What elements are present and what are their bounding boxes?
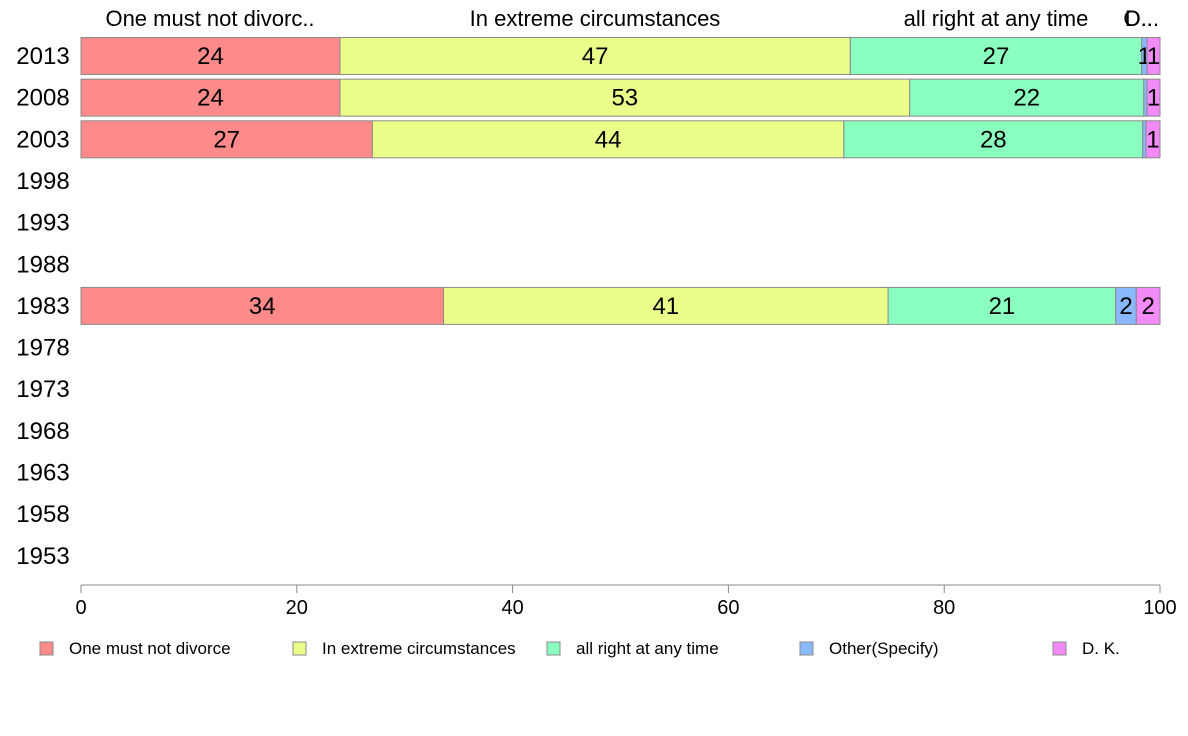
data-label-1983-all-right-at-any-time: 21 <box>989 293 1016 320</box>
data-label-2003-all-right-at-any-time: 28 <box>980 126 1007 153</box>
legend-swatch-all-right-at-any-time <box>546 641 561 656</box>
data-label-2003-in-extreme-circumstances: 44 <box>595 126 622 153</box>
bar-2013-all-right-at-any-time <box>849 37 1143 75</box>
column-labels: One must not divorc.. In extreme circumst… <box>105 6 1159 31</box>
data-label-2013-d-k: 1 <box>1147 43 1160 70</box>
year-label-1958: 1958 <box>16 501 69 528</box>
column-label-d-k: D... <box>1125 6 1159 31</box>
bar-2013-one-must-not-divorce <box>80 37 341 75</box>
legend-label-d-k: D. K. <box>1082 639 1120 658</box>
year-label-2008: 2008 <box>16 85 69 112</box>
bar-2013-in-extreme-circumstances <box>339 37 851 75</box>
legend-swatch-in-extreme-circumstances <box>292 641 307 656</box>
bar-2003-one-must-not-divorce <box>80 120 373 159</box>
bar-2008-all-right-at-any-time <box>909 78 1145 117</box>
bar-2003-in-extreme-circumstances <box>371 120 845 159</box>
column-label-in-extreme-circumstances: In extreme circumstances <box>470 6 721 31</box>
column-label-other-specify: O.. <box>1123 6 1152 31</box>
x-tick-label-60: 60 <box>717 597 739 619</box>
legend-label-in-extreme-circumstances: In extreme circumstances <box>322 639 516 658</box>
bar-1983-d-k <box>1135 286 1161 325</box>
x-tick-label-80: 80 <box>933 597 955 619</box>
year-label-1963: 1963 <box>16 460 69 487</box>
data-label-2013-all-right-at-any-time: 27 <box>983 43 1010 70</box>
year-label-1983: 1983 <box>16 293 69 320</box>
data-label-2008-d-k: 1 <box>1147 85 1160 112</box>
x-tick-label-40: 40 <box>501 597 523 619</box>
data-label-2013-one-must-not-divorce: 24 <box>197 43 224 70</box>
y-axis-labels: 2013 2008 2003 1998 1993 1988 1983 1978 1973 1968… <box>16 43 69 570</box>
bar-2008-d-k <box>1146 78 1161 117</box>
data-label-2008-one-must-not-divorce: 24 <box>197 85 224 112</box>
legend-swatch-d-k <box>1052 641 1067 656</box>
legend: One must not divorce In extreme circumsta… <box>39 639 1120 658</box>
data-label-1983-other-specify: 2 <box>1119 293 1132 320</box>
legend-label-other-specify: Other(Specify) <box>829 639 939 658</box>
year-label-1968: 1968 <box>16 418 69 445</box>
bar-1983-all-right-at-any-time <box>887 286 1117 325</box>
x-tick-label-0: 0 <box>75 597 86 619</box>
bar-2008-in-extreme-circumstances <box>339 78 911 117</box>
bar-2008-one-must-not-divorce <box>80 78 341 117</box>
year-label-1993: 1993 <box>16 210 69 237</box>
x-tick-label-100: 100 <box>1143 597 1176 619</box>
year-label-1953: 1953 <box>16 543 69 570</box>
x-axis: 0 20 40 60 80 100 <box>75 584 1177 619</box>
bar-1983-one-must-not-divorce <box>80 286 445 325</box>
legend-label-all-right-at-any-time: all right at any time <box>576 639 719 658</box>
data-label-1983-one-must-not-divorce: 34 <box>249 293 276 320</box>
legend-label-one-must-not-divorce: One must not divorce <box>69 639 231 658</box>
year-label-1998: 1998 <box>16 168 69 195</box>
data-label-1983-d-k: 2 <box>1141 293 1154 320</box>
year-label-1973: 1973 <box>16 376 69 403</box>
year-label-1988: 1988 <box>16 251 69 278</box>
data-label-1983-in-extreme-circumstances: 41 <box>652 293 679 320</box>
bar-2013-d-k <box>1146 37 1161 75</box>
x-tick-label-20: 20 <box>286 597 308 619</box>
column-label-all-right-at-any-time: all right at any time <box>904 6 1089 31</box>
data-label-2003-one-must-not-divorce: 27 <box>213 126 240 153</box>
data-label-2008-in-extreme-circumstances: 53 <box>611 85 638 112</box>
legend-swatch-other-specify <box>799 641 814 656</box>
data-label-2008-all-right-at-any-time: 22 <box>1013 85 1040 112</box>
column-label-one-must-not-divorce: One must not divorc.. <box>105 6 314 31</box>
year-label-2003: 2003 <box>16 126 69 153</box>
legend-swatch-one-must-not-divorce <box>39 641 54 656</box>
year-label-1978: 1978 <box>16 335 69 362</box>
data-label-2003-d-k: 1 <box>1146 126 1159 153</box>
bar-2003-d-k <box>1145 120 1161 159</box>
year-label-2013: 2013 <box>16 43 69 70</box>
bar-2003-all-right-at-any-time <box>843 120 1144 159</box>
bar-1983-in-extreme-circumstances <box>443 286 889 325</box>
data-label-2013-in-extreme-circumstances: 47 <box>582 43 609 70</box>
